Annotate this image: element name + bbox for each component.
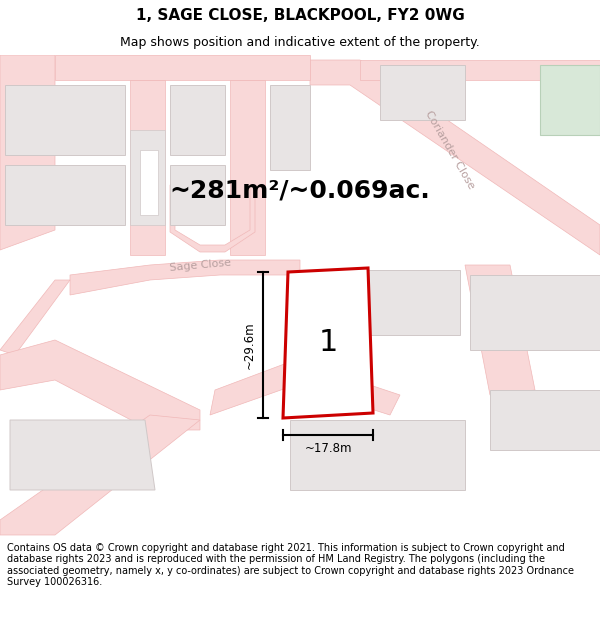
Polygon shape	[130, 80, 165, 255]
Polygon shape	[290, 420, 465, 490]
Text: 1: 1	[319, 328, 338, 357]
Polygon shape	[170, 85, 225, 155]
Polygon shape	[270, 85, 310, 170]
Polygon shape	[0, 340, 200, 430]
Polygon shape	[210, 360, 400, 415]
Text: Coriander Close: Coriander Close	[424, 109, 476, 191]
Polygon shape	[140, 150, 158, 215]
Polygon shape	[360, 60, 600, 80]
Text: Map shows position and indicative extent of the property.: Map shows position and indicative extent…	[120, 36, 480, 49]
Polygon shape	[310, 60, 600, 255]
Polygon shape	[130, 130, 165, 225]
Polygon shape	[315, 270, 460, 335]
Polygon shape	[0, 280, 70, 355]
Polygon shape	[170, 185, 255, 252]
Polygon shape	[55, 55, 310, 80]
Polygon shape	[465, 265, 535, 395]
Text: Sage Close: Sage Close	[169, 258, 231, 272]
Polygon shape	[0, 415, 200, 535]
Polygon shape	[0, 55, 55, 250]
Polygon shape	[5, 85, 125, 155]
Polygon shape	[380, 65, 465, 120]
Polygon shape	[10, 420, 155, 490]
Text: Contains OS data © Crown copyright and database right 2021. This information is : Contains OS data © Crown copyright and d…	[7, 542, 574, 588]
Text: ~281m²/~0.069ac.: ~281m²/~0.069ac.	[170, 178, 430, 202]
Text: ~29.6m: ~29.6m	[242, 321, 256, 369]
Polygon shape	[540, 65, 600, 135]
Polygon shape	[470, 275, 600, 350]
Polygon shape	[70, 260, 300, 295]
Text: 1, SAGE CLOSE, BLACKPOOL, FY2 0WG: 1, SAGE CLOSE, BLACKPOOL, FY2 0WG	[136, 8, 464, 23]
Polygon shape	[283, 268, 373, 418]
Polygon shape	[5, 165, 125, 225]
Text: ~17.8m: ~17.8m	[304, 442, 352, 456]
Polygon shape	[170, 165, 225, 225]
Polygon shape	[490, 390, 600, 450]
Polygon shape	[230, 80, 265, 255]
